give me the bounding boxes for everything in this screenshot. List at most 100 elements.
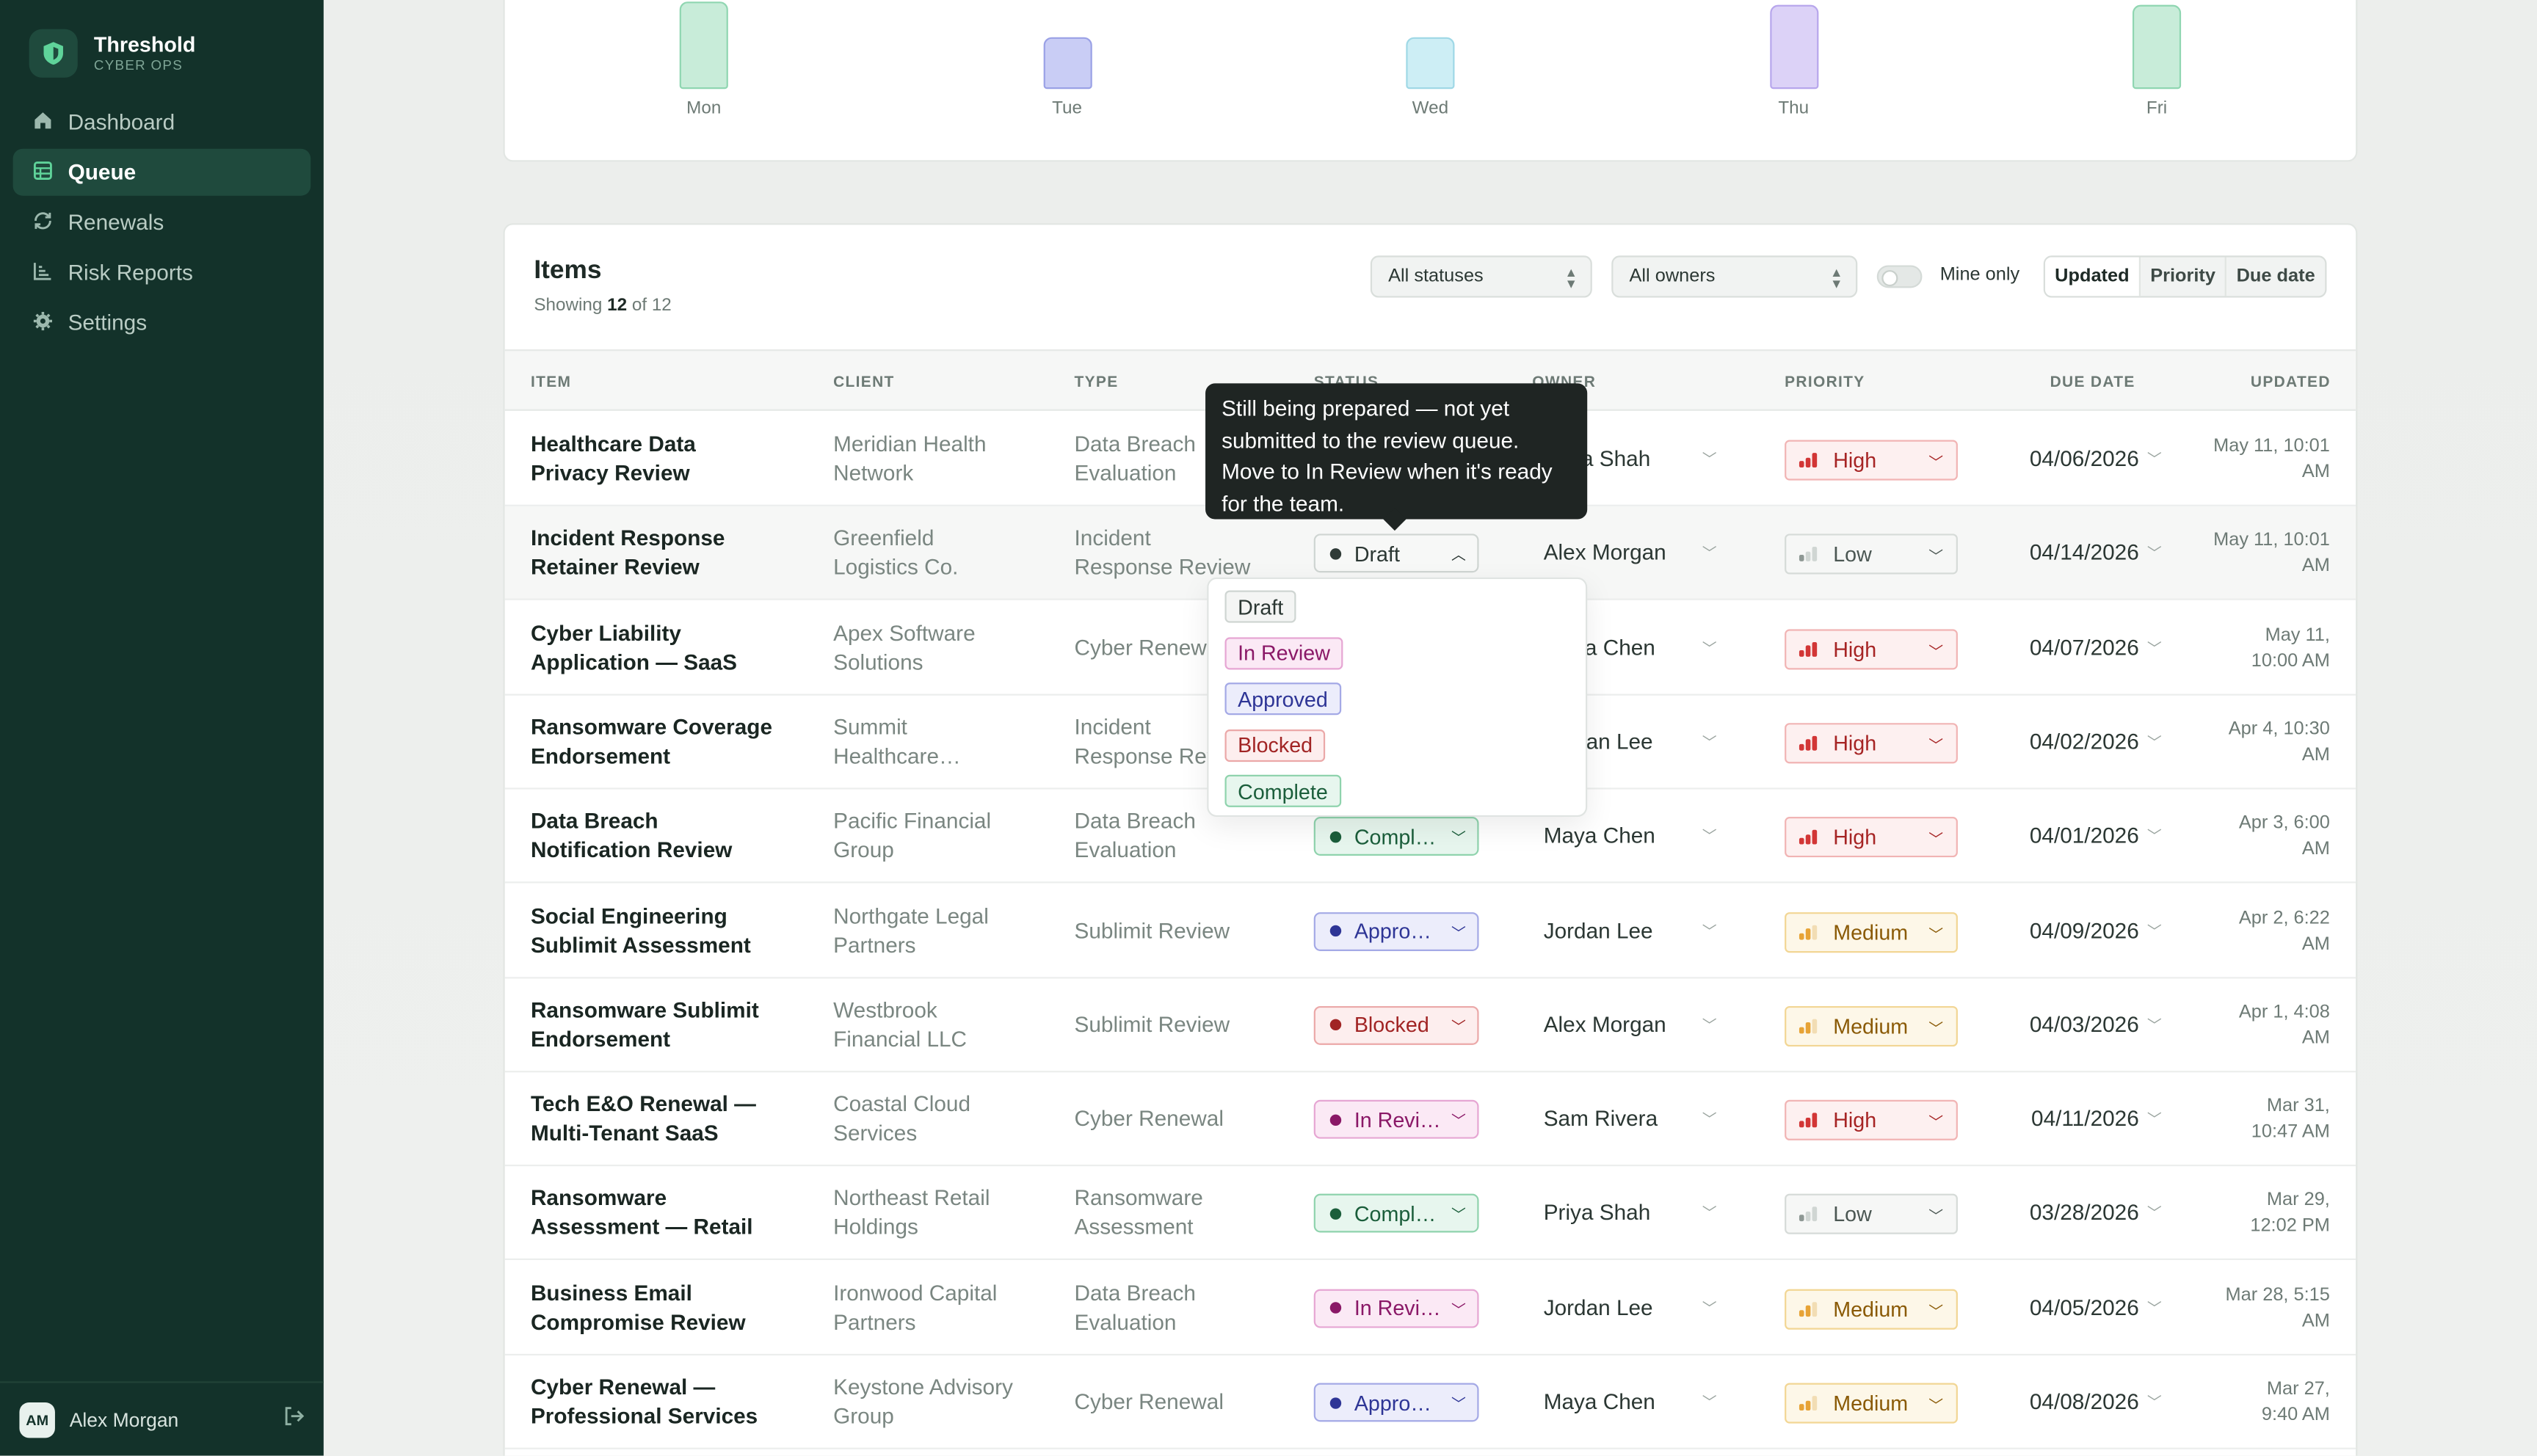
sort-priority[interactable]: Priority	[2141, 257, 2227, 296]
status-select[interactable]: Draft ︿	[1313, 534, 1479, 573]
item-title[interactable]: Incident Response Retainer Review	[531, 525, 806, 583]
chevron-down-icon[interactable]: ﹀	[2146, 1111, 2162, 1128]
mine-only-toggle[interactable]	[1876, 265, 1923, 288]
status-select[interactable]: Appro… ﹀	[1313, 1383, 1479, 1422]
owner-name[interactable]: Alex Morgan	[1543, 1012, 1666, 1037]
chevron-down-icon[interactable]: ﹀	[2146, 639, 2162, 656]
status-option-complete[interactable]: Complete	[1224, 775, 1341, 808]
priority-select[interactable]: Medium ﹀	[1785, 1383, 1958, 1424]
chart-bar-mon[interactable]	[679, 1, 728, 90]
chevron-down-icon[interactable]: ﹀	[2146, 922, 2162, 939]
due-date[interactable]: 04/07/2026	[2029, 635, 2139, 660]
priority-select[interactable]: High ﹀	[1785, 1099, 1958, 1141]
priority-select[interactable]: High ﹀	[1785, 722, 1958, 764]
avatar[interactable]: AM	[19, 1401, 55, 1438]
owner-name[interactable]: Maya Chen	[1543, 823, 1655, 848]
table-row[interactable]: Social Engineering Sublimit Assessment Nor…	[504, 884, 2356, 978]
due-date[interactable]: 04/08/2026	[2029, 1389, 2139, 1414]
status-option-draft[interactable]: Draft	[1224, 590, 1296, 623]
item-title[interactable]: Cyber Renewal — Professional Services	[531, 1373, 806, 1431]
sidebar-item-risk-reports[interactable]: Risk Reports	[13, 249, 311, 296]
col-item[interactable]: ITEM	[530, 374, 572, 392]
owner-name[interactable]: Jordan Lee	[1543, 917, 1653, 942]
table-row[interactable]: Healthcare Data Privacy Review Meridian He…	[504, 412, 2356, 506]
chart-bar-fri[interactable]	[2132, 4, 2182, 90]
due-date[interactable]: 04/05/2026	[2029, 1295, 2139, 1320]
status-option-approved[interactable]: Approved	[1224, 682, 1341, 716]
sort-due-date[interactable]: Due date	[2236, 266, 2315, 287]
status-option-blocked[interactable]: Blocked	[1224, 729, 1326, 762]
owner-name[interactable]: Alex Morgan	[1543, 540, 1666, 565]
col-due[interactable]: DUE DATE	[2050, 374, 2135, 392]
chevron-down-icon[interactable]: ﹀	[1702, 1016, 1717, 1033]
chevron-down-icon[interactable]: ﹀	[1702, 922, 1717, 939]
item-title[interactable]: Tech E&O Renewal — Multi-Tenant SaaS	[531, 1091, 806, 1149]
priority-select[interactable]: High ﹀	[1785, 440, 1958, 481]
chevron-down-icon[interactable]: ﹀	[2146, 1300, 2162, 1317]
table-row[interactable]: Ransomware Assessment — Retail Northeast R…	[504, 1167, 2356, 1261]
item-title[interactable]: Data Breach Notification Review	[531, 807, 806, 865]
status-select[interactable]: In Revi… ﹀	[1313, 1099, 1479, 1139]
owner-filter-select[interactable]: All owners ▲ ▼	[1611, 255, 1858, 298]
priority-select[interactable]: Low ﹀	[1785, 534, 1958, 575]
chevron-down-icon[interactable]: ﹀	[2146, 1394, 2162, 1410]
chevron-down-icon[interactable]: ﹀	[1702, 1394, 1717, 1410]
chevron-down-icon[interactable]: ﹀	[2146, 1016, 2162, 1033]
status-select[interactable]: Appro… ﹀	[1313, 911, 1479, 950]
table-row[interactable]: Business Email Compromise Review Ironwood …	[504, 1261, 2356, 1355]
col-client[interactable]: CLIENT	[833, 374, 895, 392]
chevron-down-icon[interactable]: ﹀	[1702, 828, 1717, 845]
priority-select[interactable]: Medium ﹀	[1785, 911, 1958, 953]
logout-icon[interactable]	[283, 1405, 305, 1434]
table-row[interactable]: Ransomware Sublimit Endorsement Westbrook F…	[504, 978, 2356, 1072]
due-date[interactable]: 04/11/2026	[2031, 1106, 2139, 1131]
status-select[interactable]: Compl… ﹀	[1313, 1194, 1479, 1234]
chart-bar-wed[interactable]	[1406, 37, 1455, 90]
due-date[interactable]: 04/03/2026	[2029, 1012, 2139, 1037]
due-date[interactable]: 04/09/2026	[2029, 917, 2139, 942]
priority-select[interactable]: Medium ﹀	[1785, 1288, 1958, 1330]
table-row[interactable]: Tech E&O Renewal — Multi-Tenant SaaS Coast…	[504, 1073, 2356, 1167]
chevron-down-icon[interactable]: ﹀	[1702, 545, 1717, 562]
sidebar-item-renewals[interactable]: Renewals	[13, 199, 311, 246]
status-select[interactable]: Blocked ﹀	[1313, 1005, 1479, 1045]
due-date[interactable]: 03/28/2026	[2029, 1201, 2139, 1226]
chart-bar-tue[interactable]	[1042, 37, 1092, 90]
item-title[interactable]: Ransomware Coverage Endorsement	[531, 713, 806, 771]
item-title[interactable]: Business Email Compromise Review	[531, 1279, 806, 1337]
chevron-down-icon[interactable]: ﹀	[2146, 451, 2162, 467]
item-title[interactable]: Healthcare Data Privacy Review	[531, 430, 806, 488]
owner-name[interactable]: Priya Shah	[1543, 1201, 1651, 1226]
status-select[interactable]: Compl… ﹀	[1313, 817, 1479, 856]
table-row[interactable]: Data Breach Notification Review Pacific Fi…	[504, 790, 2356, 884]
sidebar-item-settings[interactable]: Settings	[13, 299, 311, 346]
item-title[interactable]: Ransomware Assessment — Retail	[531, 1184, 806, 1242]
priority-select[interactable]: High ﹀	[1785, 817, 1958, 858]
chevron-down-icon[interactable]: ﹀	[2146, 734, 2162, 751]
chevron-down-icon[interactable]: ﹀	[2146, 545, 2162, 562]
chart-bar-thu[interactable]	[1769, 4, 1818, 90]
owner-name[interactable]: Sam Rivera	[1543, 1106, 1658, 1131]
chevron-down-icon[interactable]: ﹀	[2146, 1205, 2162, 1222]
status-option-review[interactable]: In Review	[1224, 636, 1343, 669]
brand[interactable]: Threshold CYBER OPS	[29, 29, 196, 78]
owner-name[interactable]: Jordan Lee	[1543, 1295, 1653, 1320]
chevron-down-icon[interactable]: ﹀	[1702, 451, 1717, 467]
due-date[interactable]: 04/01/2026	[2029, 823, 2139, 848]
chevron-down-icon[interactable]: ﹀	[1702, 734, 1717, 751]
priority-select[interactable]: Medium ﹀	[1785, 1005, 1958, 1046]
item-title[interactable]: Social Engineering Sublimit Assessment	[531, 902, 806, 960]
owner-name[interactable]: Maya Chen	[1543, 1389, 1655, 1414]
sidebar-item-dashboard[interactable]: Dashboard	[13, 98, 311, 145]
priority-select[interactable]: High ﹀	[1785, 628, 1958, 669]
sort-updated[interactable]: Updated	[2044, 257, 2141, 296]
due-date[interactable]: 04/06/2026	[2029, 446, 2139, 471]
status-filter-select[interactable]: All statuses ▲ ▼	[1370, 255, 1592, 298]
chevron-down-icon[interactable]: ﹀	[1702, 639, 1717, 656]
status-select[interactable]: In Revi… ﹀	[1313, 1288, 1479, 1328]
table-row[interactable]: Cyber Renewal — Professional Services Keys…	[504, 1355, 2356, 1449]
col-type[interactable]: TYPE	[1074, 374, 1119, 392]
item-title[interactable]: Cyber Liability Application — SaaS	[531, 619, 806, 677]
sidebar-item-queue[interactable]: Queue	[12, 148, 311, 196]
col-updated[interactable]: UPDATED	[2250, 374, 2331, 392]
